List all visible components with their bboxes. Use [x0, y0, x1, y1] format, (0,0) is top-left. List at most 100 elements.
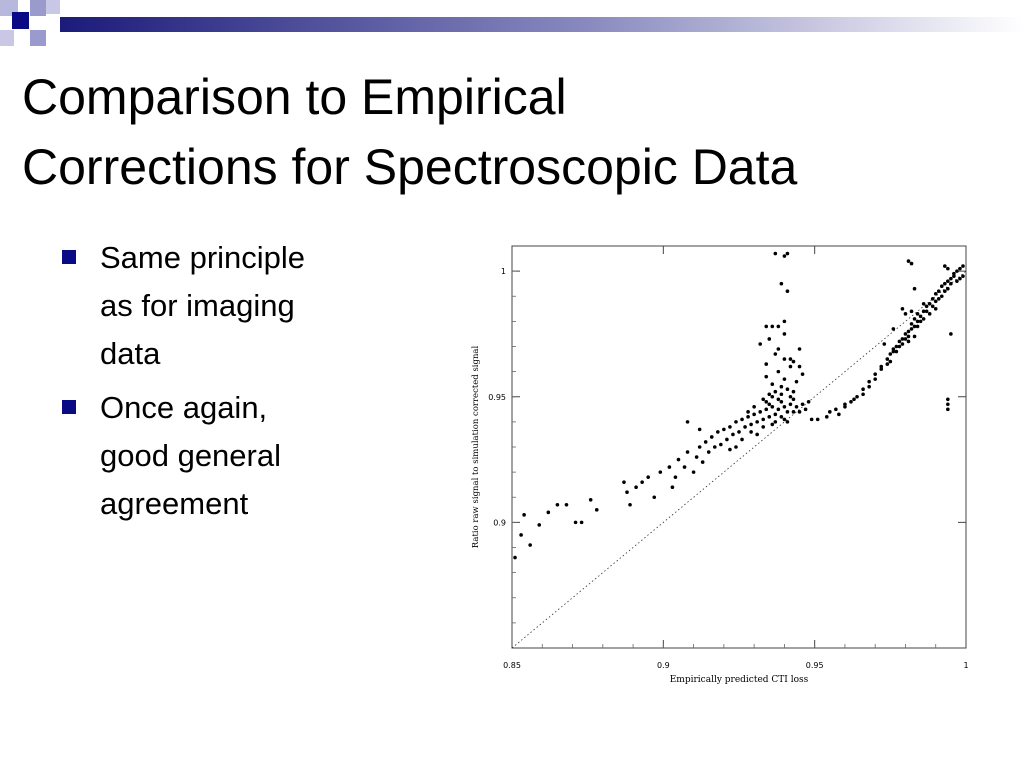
- data-point: [906, 259, 911, 263]
- y-tick-label: 0.9: [493, 518, 506, 527]
- data-point: [779, 415, 784, 419]
- data-point: [770, 422, 775, 427]
- data-point: [918, 319, 923, 324]
- data-point: [749, 430, 753, 434]
- data-point: [912, 286, 917, 291]
- data-point: [867, 384, 871, 389]
- data-point: [770, 382, 775, 386]
- data-point: [924, 309, 929, 314]
- data-point: [676, 457, 681, 462]
- data-point: [734, 420, 738, 424]
- data-point: [782, 405, 787, 409]
- data-point: [891, 349, 896, 354]
- data-point: [906, 334, 911, 339]
- data-point: [949, 281, 953, 286]
- data-point: [788, 394, 793, 399]
- data-point: [797, 410, 802, 414]
- data-point: [912, 334, 917, 339]
- data-point: [764, 362, 769, 366]
- data-point: [776, 324, 781, 329]
- data-point: [646, 475, 650, 479]
- data-point: [782, 254, 787, 258]
- data-point: [779, 392, 784, 397]
- data-point: [755, 420, 759, 424]
- data-point: [955, 279, 959, 283]
- data-point: [785, 289, 790, 294]
- data-point: [897, 344, 902, 349]
- bullet-list: Same principle as for imaging data Once …: [62, 234, 382, 534]
- y-ticks: 0.9 0.95 1: [488, 267, 966, 624]
- data-point: [628, 502, 632, 507]
- data-point: [722, 427, 726, 432]
- data-point: [652, 495, 657, 500]
- data-point: [861, 392, 865, 397]
- data-point: [909, 327, 914, 331]
- data-point: [728, 447, 732, 452]
- data-point: [764, 324, 769, 329]
- data-point: [785, 387, 790, 392]
- data-point: [731, 432, 735, 437]
- data-point: [779, 399, 784, 404]
- data-point: [939, 294, 944, 299]
- data-point: [522, 513, 526, 517]
- data-point: [800, 372, 805, 376]
- data-point: [791, 397, 796, 402]
- x-tick-label: 0.9: [657, 661, 670, 670]
- data-point: [961, 274, 965, 278]
- data-point: [958, 276, 962, 281]
- data-point: [513, 555, 517, 560]
- data-point: [837, 412, 841, 417]
- data-point: [933, 307, 938, 311]
- title-line-2: Corrections for Spectroscopic Data: [22, 139, 798, 195]
- bullet-item: Same principle as for imaging data: [62, 234, 382, 378]
- x-ticks: 0.85 0.9 0.95 1: [503, 246, 969, 670]
- data-point: [903, 312, 908, 316]
- data-point: [658, 470, 663, 474]
- data-point: [879, 367, 884, 371]
- data-point: [773, 412, 778, 417]
- data-point: [906, 339, 911, 344]
- data-point: [764, 399, 769, 404]
- data-point: [933, 291, 938, 296]
- data-point: [564, 502, 569, 507]
- y-tick-label: 0.95: [488, 393, 506, 402]
- data-point: [740, 417, 744, 422]
- data-point: [909, 261, 914, 266]
- data-point: [955, 269, 959, 273]
- data-point: [594, 508, 599, 512]
- data-point: [888, 359, 893, 364]
- data-point: [809, 417, 814, 422]
- data-point: [685, 420, 690, 424]
- data-point: [824, 415, 829, 419]
- data-point: [924, 304, 929, 309]
- data-point: [921, 301, 926, 306]
- data-point: [622, 480, 626, 484]
- data-point: [773, 389, 778, 394]
- bullet-line: Once again,: [100, 390, 268, 425]
- data-point: [758, 410, 762, 414]
- data-point: [873, 372, 877, 376]
- data-point: [770, 324, 775, 329]
- x-tick-label: 0.85: [503, 661, 521, 670]
- data-point: [794, 405, 799, 409]
- data-point: [776, 407, 781, 412]
- data-point: [673, 475, 678, 479]
- data-point: [788, 364, 793, 369]
- data-point: [782, 319, 787, 324]
- data-point: [537, 523, 542, 527]
- y-tick-label: 1: [501, 267, 506, 276]
- data-point: [725, 437, 729, 442]
- data-point: [803, 407, 808, 412]
- data-point: [640, 480, 644, 484]
- deco-square-light-2: [30, 0, 46, 16]
- data-point: [936, 296, 941, 301]
- data-point: [918, 314, 923, 319]
- deco-square-mid: [30, 30, 46, 46]
- data-point: [685, 450, 690, 454]
- bullet-line: Same principle: [100, 240, 306, 275]
- data-point: [776, 347, 781, 351]
- data-point: [788, 357, 793, 361]
- data-point: [764, 374, 769, 379]
- data-point: [746, 410, 750, 414]
- data-point: [900, 307, 905, 311]
